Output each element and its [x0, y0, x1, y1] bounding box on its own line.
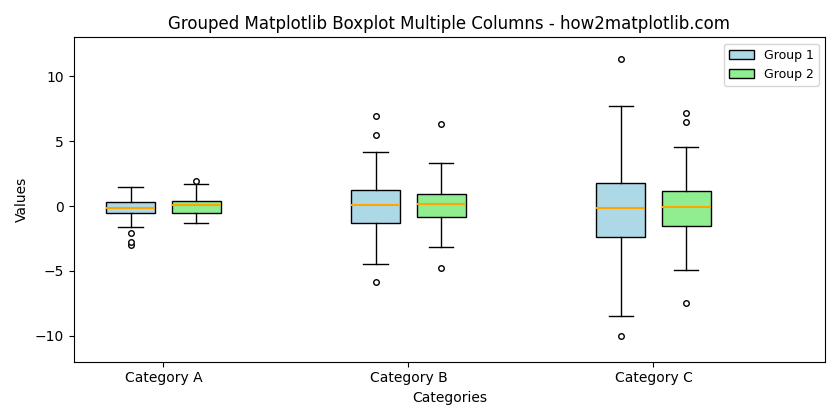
- PathPatch shape: [417, 194, 465, 217]
- Y-axis label: Values: Values: [15, 177, 29, 222]
- Title: Grouped Matplotlib Boxplot Multiple Columns - how2matplotlib.com: Grouped Matplotlib Boxplot Multiple Colu…: [168, 15, 730, 33]
- PathPatch shape: [106, 202, 155, 213]
- PathPatch shape: [171, 201, 221, 213]
- PathPatch shape: [662, 192, 711, 226]
- Legend: Group 1, Group 2: Group 1, Group 2: [724, 44, 819, 86]
- PathPatch shape: [351, 190, 400, 223]
- PathPatch shape: [596, 183, 645, 236]
- X-axis label: Categories: Categories: [412, 391, 486, 405]
